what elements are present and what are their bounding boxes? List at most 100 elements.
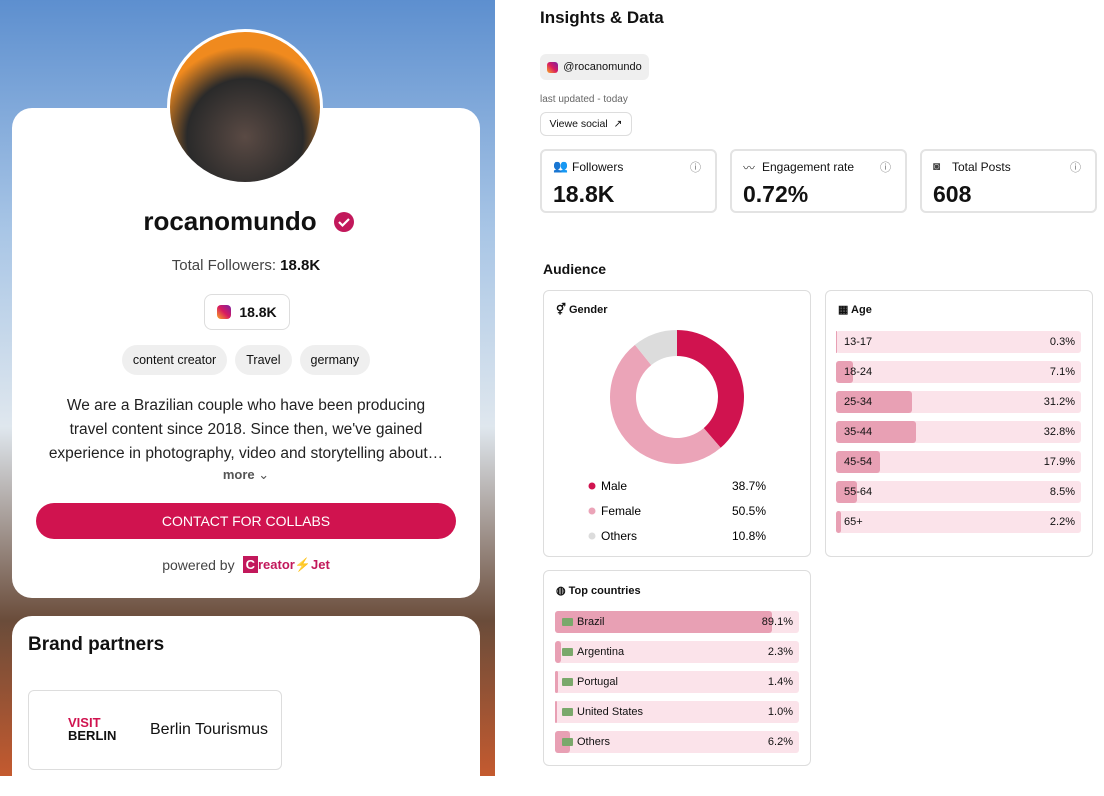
partner-card[interactable]	[28, 690, 282, 770]
countries-title-text: Top countries	[568, 585, 641, 597]
profile-name: rocanomundo	[143, 206, 317, 236]
bar-value: 0.3%	[1049, 336, 1075, 348]
info-icon: ⓘ	[880, 162, 891, 174]
tag: Travel	[235, 345, 292, 375]
age-title: ▦ Age	[838, 304, 872, 316]
bar-value: 1.0%	[767, 706, 793, 718]
legend-dot	[588, 507, 596, 515]
handle-icon	[547, 61, 559, 73]
bar	[555, 671, 559, 693]
stat-value: 0.72%	[743, 181, 809, 207]
bar-value: 8.5%	[1049, 486, 1075, 498]
donut-segment	[677, 330, 744, 448]
bar-track: Brazil 89.1%	[555, 611, 799, 633]
bar-value: 31.2%	[1043, 396, 1075, 408]
partner-logo: VISIT BERLIN	[68, 716, 116, 742]
bar-label: Portugal	[577, 676, 618, 688]
flag	[562, 678, 573, 686]
total-followers: Total Followers: 18.8K	[12, 257, 480, 274]
age-title-text: Age	[851, 304, 872, 316]
logo-initial: C	[242, 556, 258, 573]
bar-value: 89.1%	[761, 616, 793, 628]
partner-name: Berlin Tourismus	[150, 721, 268, 738]
more-link[interactable]: more ⌄	[222, 467, 270, 482]
flag	[562, 708, 573, 716]
bar	[555, 641, 561, 663]
instagram-followers: 18.8K	[239, 304, 277, 320]
tag: germany	[299, 345, 371, 375]
info-icon: ⓘ	[690, 162, 701, 174]
bar-track: Argentina 2.3%	[555, 641, 799, 663]
stat-icon: ◙	[933, 159, 941, 173]
followers-value: 18.8K	[280, 257, 321, 274]
tag-list: content creator Travel germany	[12, 345, 480, 375]
legend-value: 10.8%	[732, 529, 766, 543]
bar-value: 2.3%	[767, 646, 793, 658]
bio-line: We are a Brazilian couple who have been …	[66, 397, 426, 414]
bar-track: 45-54 17.9%	[836, 451, 1081, 473]
gender-title: ⚥ Gender	[556, 304, 608, 316]
flag	[562, 738, 573, 746]
legend-label: Others	[601, 529, 637, 543]
stat-icon: 〰	[743, 161, 756, 175]
bar-value: 7.1%	[1049, 366, 1075, 378]
powered-by-text: powered by	[162, 557, 235, 573]
bio-line: experience in photography, video and sto…	[48, 445, 444, 462]
legend-value: 38.7%	[732, 479, 766, 493]
bar-label: 65+	[844, 516, 863, 528]
legend-dot	[588, 532, 596, 540]
bar-track: 25-34 31.2%	[836, 391, 1081, 413]
bar-label: 13-17	[844, 336, 873, 348]
info-icon: ⓘ	[1070, 162, 1081, 174]
verified-badge	[334, 212, 354, 232]
last-updated: last updated - today	[540, 94, 628, 105]
countries-title: ◍ Top countries	[556, 585, 641, 597]
donut-segment	[634, 330, 677, 366]
bar-label: Argentina	[577, 646, 625, 658]
more-text: more	[222, 467, 255, 482]
stat-label: Followers	[572, 160, 624, 174]
bar	[836, 361, 854, 383]
bar	[555, 701, 558, 723]
bar-track: 13-17 0.3%	[836, 331, 1081, 353]
view-social-button[interactable]: Viewe social ↗	[540, 112, 632, 136]
audience-title: Audience	[543, 261, 607, 277]
bar	[836, 451, 880, 473]
stat-value: 18.8K	[553, 181, 615, 207]
bio: We are a Brazilian couple who have been …	[12, 394, 480, 466]
stat-card: Engagement rate ⓘ 〰 0.72%	[730, 149, 907, 213]
legend-dot	[588, 482, 596, 490]
view-social-text: Viewe social	[549, 118, 608, 130]
contact-button[interactable]: CONTACT FOR COLLABS	[36, 503, 456, 539]
bar-label: 55-64	[844, 486, 873, 498]
stat-label: Total Posts	[952, 160, 1011, 174]
brand-partners-title: Brand partners	[28, 634, 165, 655]
handle-pill[interactable]: @rocanomundo	[540, 54, 649, 80]
instagram-pill[interactable]: 18.8K	[204, 294, 290, 330]
bar	[836, 421, 917, 443]
bar-label: Others	[577, 736, 611, 748]
bar	[836, 511, 842, 533]
stat-icon: 👥	[553, 159, 568, 173]
bar-value: 1.4%	[767, 676, 793, 688]
bar	[836, 331, 837, 353]
logo-berlin: BERLIN	[68, 728, 117, 743]
bar-value: 2.2%	[1049, 516, 1075, 528]
bar-label: Brazil	[577, 616, 605, 628]
bar-value: 17.9%	[1043, 456, 1075, 468]
gender-donut: Male 38.7% Female 50.5% Others 10.8%	[588, 330, 766, 543]
stat-card: Total Posts ⓘ ◙ 608	[920, 149, 1097, 213]
flag	[562, 648, 573, 656]
bar-track: Others 6.2%	[555, 731, 799, 753]
instagram-icon	[217, 305, 232, 319]
avatar	[167, 29, 323, 185]
bar-track: United States 1.0%	[555, 701, 799, 723]
bar-track: Portugal 1.4%	[555, 671, 799, 693]
handle: @rocanomundo	[563, 61, 642, 73]
bar-track: 35-44 32.8%	[836, 421, 1081, 443]
bio-line: travel content since 2018. Since then, w…	[69, 421, 423, 438]
stat-label: Engagement rate	[762, 160, 855, 174]
donut-segment	[609, 344, 721, 465]
